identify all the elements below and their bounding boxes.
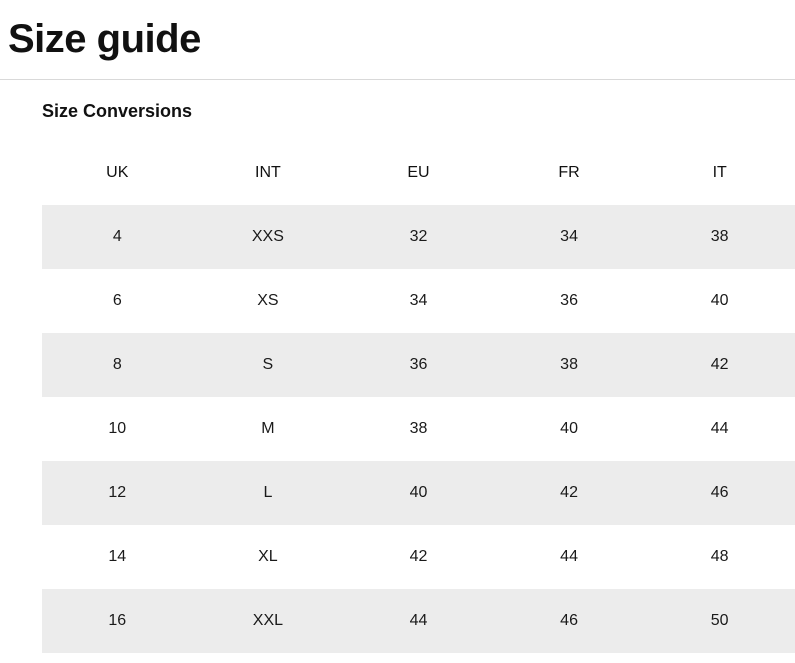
column-header-uk: UK bbox=[106, 164, 129, 181]
cell-it: 46 bbox=[710, 484, 729, 501]
cell-int: XXS bbox=[251, 228, 284, 245]
cell-int: XL bbox=[258, 548, 278, 565]
table-row: 8 S 36 38 42 bbox=[42, 333, 795, 397]
cell-eu: 42 bbox=[409, 548, 428, 565]
column-header-eu: EU bbox=[407, 164, 430, 181]
cell-it: 40 bbox=[710, 292, 729, 309]
cell-int: XXL bbox=[252, 612, 284, 629]
cell-it: 38 bbox=[710, 228, 729, 245]
cell-uk: 4 bbox=[112, 228, 122, 245]
cell-fr: 38 bbox=[560, 356, 578, 373]
cell-eu: 36 bbox=[409, 356, 428, 373]
cell-uk: 6 bbox=[112, 292, 122, 309]
cell-it: 48 bbox=[710, 548, 729, 565]
table-row: 16 XXL 44 46 50 bbox=[42, 589, 795, 653]
cell-eu: 38 bbox=[409, 420, 428, 437]
cell-uk: 14 bbox=[108, 548, 127, 565]
cell-it: 50 bbox=[710, 612, 729, 629]
cell-int: S bbox=[262, 356, 274, 373]
table-row: 12 L 40 42 46 bbox=[42, 461, 795, 525]
table-row: 10 M 38 40 44 bbox=[42, 397, 795, 461]
cell-eu: 32 bbox=[409, 228, 428, 245]
cell-fr: 34 bbox=[560, 228, 578, 245]
cell-int: XS bbox=[257, 292, 279, 309]
column-header-fr: FR bbox=[558, 164, 580, 181]
column-header-it: IT bbox=[712, 164, 727, 181]
cell-fr: 36 bbox=[560, 292, 578, 309]
cell-it: 42 bbox=[710, 356, 729, 373]
cell-fr: 42 bbox=[560, 484, 578, 501]
cell-uk: 12 bbox=[108, 484, 127, 501]
size-conversion-table: UK INT EU FR IT 4 XXS 32 34 38 6 XS 34 3… bbox=[42, 141, 795, 653]
section-heading: Size Conversions bbox=[42, 101, 193, 121]
size-conversions-section: Size Conversions UK INT EU FR IT 4 XXS 3… bbox=[42, 80, 795, 653]
cell-eu: 40 bbox=[409, 484, 428, 501]
cell-uk: 10 bbox=[108, 420, 127, 437]
cell-fr: 44 bbox=[560, 548, 578, 565]
cell-fr: 40 bbox=[560, 420, 578, 437]
table-row: 6 XS 34 36 40 bbox=[42, 269, 795, 333]
cell-int: M bbox=[261, 420, 275, 437]
cell-int: L bbox=[263, 484, 273, 501]
page-title: Size guide bbox=[8, 17, 201, 61]
table-row: 14 XL 42 44 48 bbox=[42, 525, 795, 589]
cell-fr: 46 bbox=[560, 612, 578, 629]
cell-eu: 44 bbox=[409, 612, 428, 629]
table-header-row: UK INT EU FR IT bbox=[42, 141, 795, 205]
table-row: 4 XXS 32 34 38 bbox=[42, 205, 795, 269]
cell-uk: 16 bbox=[108, 612, 127, 629]
cell-uk: 8 bbox=[112, 356, 122, 373]
cell-eu: 34 bbox=[409, 292, 428, 309]
cell-it: 44 bbox=[710, 420, 729, 437]
column-header-int: INT bbox=[255, 164, 281, 181]
header-divider bbox=[0, 79, 795, 80]
